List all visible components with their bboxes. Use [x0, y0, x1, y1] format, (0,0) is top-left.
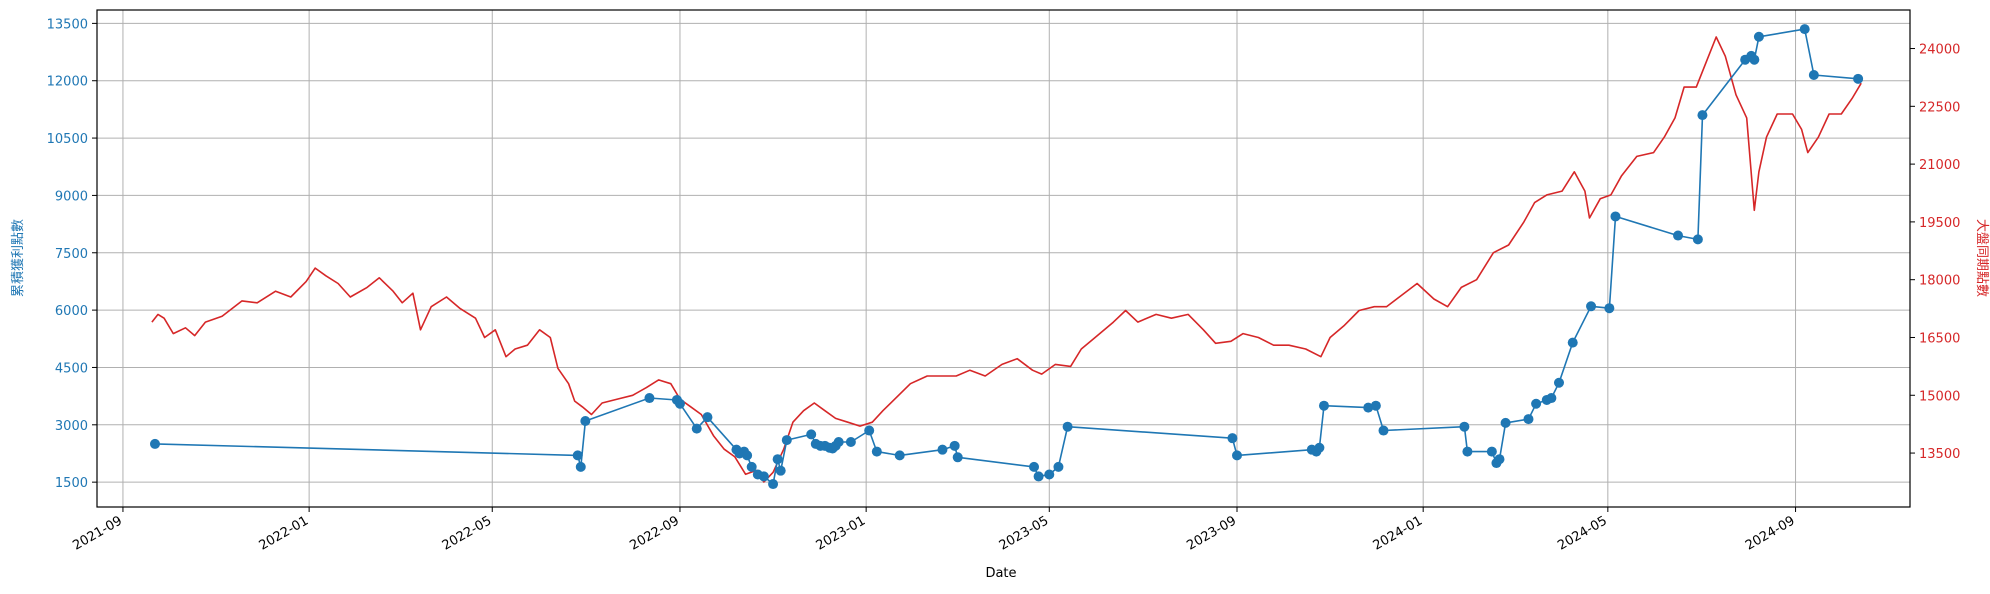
- cumulative-profit-point: [845, 437, 856, 448]
- x-tick-label: 2023-01: [814, 513, 869, 553]
- left-y-tick-label: 6000: [55, 304, 88, 319]
- cumulative-profit-point: [1808, 69, 1819, 80]
- cumulative-profit-point: [1604, 303, 1615, 314]
- left-y-tick-label: 7500: [55, 247, 88, 262]
- cumulative-profit-point: [1314, 442, 1325, 453]
- grid-layer: [97, 10, 1910, 507]
- cumulative-profit-point: [1227, 433, 1238, 444]
- cumulative-profit-point: [1523, 414, 1534, 425]
- left-y-tick-label: 4500: [55, 361, 88, 376]
- cumulative-profit-point: [871, 446, 882, 457]
- cumulative-profit-point: [644, 393, 655, 404]
- x-tick-label: 2022-01: [257, 513, 312, 553]
- cumulative-profit-point: [1459, 421, 1470, 432]
- cumulative-profit-point: [1553, 377, 1564, 388]
- cumulative-profit-point: [1749, 54, 1760, 65]
- cumulative-profit-point: [1363, 402, 1374, 413]
- left-y-tick-label: 9000: [55, 189, 88, 204]
- cumulative-profit-point: [1697, 110, 1708, 121]
- cumulative-profit-point: [1610, 211, 1621, 222]
- cumulative-profit-point: [1586, 301, 1597, 312]
- cumulative-profit-point: [1500, 417, 1511, 428]
- cumulative-profit-point: [1673, 230, 1684, 241]
- cumulative-profit-point: [894, 450, 905, 461]
- cumulative-profit-point: [580, 415, 591, 426]
- x-tick-label: 2023-05: [997, 513, 1052, 553]
- right-y-tick-label: 13500: [1919, 447, 1960, 462]
- x-axis-label: Date: [985, 566, 1016, 581]
- cumulative-profit-point: [806, 429, 817, 440]
- cumulative-profit-point: [1486, 446, 1497, 457]
- cumulative-profit-point: [1531, 398, 1542, 409]
- cumulative-profit-point: [833, 437, 844, 448]
- cumulative-profit-point: [149, 438, 160, 449]
- cumulative-profit-point: [572, 450, 583, 461]
- cumulative-profit-point: [702, 412, 713, 423]
- cumulative-profit-point: [1494, 454, 1505, 465]
- market-index-line: [151, 36, 1862, 483]
- x-tick-label: 2024-01: [1371, 513, 1426, 553]
- cumulative-profit-point: [1053, 461, 1064, 472]
- cumulative-profit-point: [1546, 393, 1557, 404]
- x-tick-label: 2022-05: [440, 513, 495, 553]
- cumulative-profit-point: [1033, 471, 1044, 482]
- cumulative-profit-point: [746, 461, 757, 472]
- x-tick-label: 2022-09: [627, 513, 682, 553]
- cumulative-profit-point: [1231, 450, 1242, 461]
- cumulative-profit-point: [691, 423, 702, 434]
- right-y-tick-label: 16500: [1919, 331, 1960, 346]
- x-tick-label: 2023-09: [1184, 513, 1239, 553]
- left-y-tick-label: 10500: [47, 132, 88, 147]
- cumulative-profit-point: [674, 398, 685, 409]
- cumulative-profit-point: [1799, 24, 1810, 35]
- cumulative-profit-point: [1370, 400, 1381, 411]
- left-y-axis-label: 累積獲利點數: [11, 219, 26, 297]
- cumulative-profit-point: [772, 454, 783, 465]
- cumulative-profit-point: [937, 444, 948, 455]
- cumulative-profit-point: [952, 452, 963, 463]
- cumulative-profit-point: [1062, 421, 1073, 432]
- right-y-tick-label: 18000: [1919, 274, 1960, 289]
- cumulative-profit-point: [1378, 425, 1389, 436]
- right-y-tick-label: 22500: [1919, 100, 1960, 115]
- right-y-tick-label: 24000: [1919, 43, 1960, 58]
- cumulative-profit-point: [742, 450, 753, 461]
- right-y-tick-label: 15000: [1919, 389, 1960, 404]
- cumulative-profit-point: [1853, 73, 1864, 84]
- x-tick-label: 2024-05: [1555, 513, 1610, 553]
- cumulative-profit-point: [1753, 31, 1764, 42]
- right-y-tick-label: 21000: [1919, 158, 1960, 173]
- x-tick-label: 2021-09: [70, 513, 125, 553]
- right-y-tick-label: 19500: [1919, 216, 1960, 231]
- right-y-axis-label: 大盤同期點數: [1974, 219, 1989, 297]
- cumulative-profit-point: [768, 479, 779, 490]
- cumulative-profit-point: [1567, 337, 1578, 348]
- cumulative-profit-point: [1044, 469, 1055, 480]
- cumulative-profit-point: [575, 461, 586, 472]
- cumulative-profit-point: [781, 435, 792, 446]
- cumulative-profit-point: [949, 440, 960, 451]
- cumulative-profit-point: [758, 471, 769, 482]
- plot-frame: [96, 9, 1911, 508]
- left-y-tick-label: 1500: [55, 476, 88, 491]
- series-layer: [149, 24, 1864, 490]
- cumulative-profit-line: [154, 28, 1859, 485]
- cumulative-profit-point: [1318, 400, 1329, 411]
- axis-layer: 2021-09 2022-01 2022-05 2022-09 2023-01 2023-…: [47, 17, 1961, 553]
- left-y-tick-label: 3000: [55, 419, 88, 434]
- left-y-tick-label: 13500: [47, 17, 88, 32]
- cumulative-profit-point: [1029, 461, 1040, 472]
- left-y-tick-label: 12000: [47, 75, 88, 90]
- cumulative-profit-point: [864, 425, 875, 436]
- cumulative-profit-point: [775, 465, 786, 476]
- cumulative-profit-point: [1462, 446, 1473, 457]
- x-tick-label: 2024-09: [1743, 513, 1798, 553]
- cumulative-profit-point: [1692, 234, 1703, 245]
